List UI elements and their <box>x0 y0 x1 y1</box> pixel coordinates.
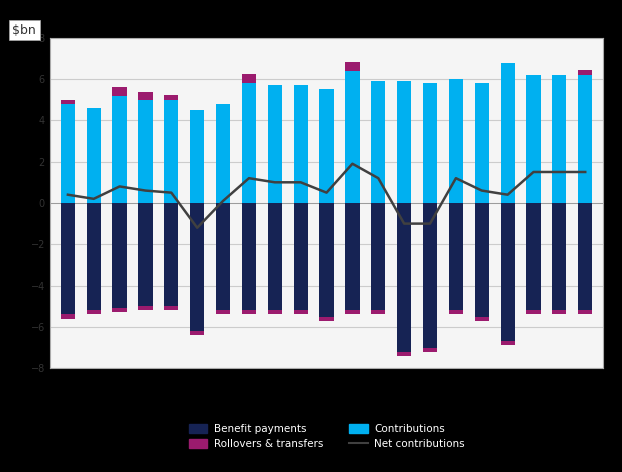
Bar <box>164 203 179 306</box>
Bar <box>501 341 515 346</box>
Bar <box>216 203 230 311</box>
Bar <box>320 203 333 317</box>
Legend: Benefit payments, Rollovers & transfers, Contributions, Net contributions: Benefit payments, Rollovers & transfers,… <box>184 420 469 453</box>
Bar <box>526 311 541 314</box>
Bar <box>578 75 592 203</box>
Bar <box>552 311 567 314</box>
Bar <box>423 203 437 347</box>
Bar <box>242 311 256 314</box>
Bar <box>345 71 360 203</box>
Bar <box>475 83 489 203</box>
Bar <box>371 311 386 314</box>
Bar <box>113 87 127 95</box>
Bar <box>113 95 127 203</box>
Bar <box>190 203 204 331</box>
Bar <box>397 81 411 203</box>
Bar <box>86 108 101 203</box>
Bar <box>190 331 204 335</box>
Bar <box>449 203 463 311</box>
Bar <box>164 100 179 203</box>
Bar <box>526 203 541 311</box>
Bar <box>113 203 127 308</box>
Bar <box>397 352 411 356</box>
Bar <box>449 79 463 203</box>
Bar <box>113 308 127 312</box>
Bar <box>164 94 179 100</box>
Bar <box>242 203 256 311</box>
Bar <box>501 203 515 341</box>
Bar <box>216 311 230 314</box>
Bar <box>449 311 463 314</box>
Bar <box>423 83 437 203</box>
Bar <box>294 203 308 311</box>
Text: $bn: $bn <box>12 24 36 37</box>
Bar <box>61 104 75 203</box>
Bar <box>294 85 308 203</box>
Bar <box>526 75 541 203</box>
Bar <box>371 203 386 311</box>
Bar <box>345 61 360 71</box>
Bar <box>164 306 179 311</box>
Bar <box>61 100 75 104</box>
Bar <box>216 104 230 203</box>
Bar <box>138 203 152 306</box>
Bar <box>138 306 152 311</box>
Bar <box>267 85 282 203</box>
Bar <box>86 203 101 311</box>
Bar <box>61 314 75 319</box>
Bar <box>371 81 386 203</box>
Bar <box>578 203 592 311</box>
Bar <box>345 311 360 314</box>
Bar <box>138 100 152 203</box>
Bar <box>397 203 411 352</box>
Bar <box>190 110 204 203</box>
Bar <box>345 203 360 311</box>
Bar <box>578 70 592 75</box>
Bar <box>552 75 567 203</box>
Bar <box>242 83 256 203</box>
Bar <box>578 311 592 314</box>
Bar <box>138 93 152 100</box>
Bar <box>61 203 75 314</box>
Bar <box>294 311 308 314</box>
Bar <box>320 89 333 203</box>
Bar <box>552 203 567 311</box>
Bar <box>475 203 489 317</box>
Bar <box>475 317 489 320</box>
Bar <box>320 317 333 320</box>
Bar <box>423 347 437 352</box>
Bar <box>242 74 256 83</box>
Bar <box>86 311 101 314</box>
Bar <box>267 203 282 311</box>
Bar <box>501 62 515 203</box>
Bar <box>267 311 282 314</box>
